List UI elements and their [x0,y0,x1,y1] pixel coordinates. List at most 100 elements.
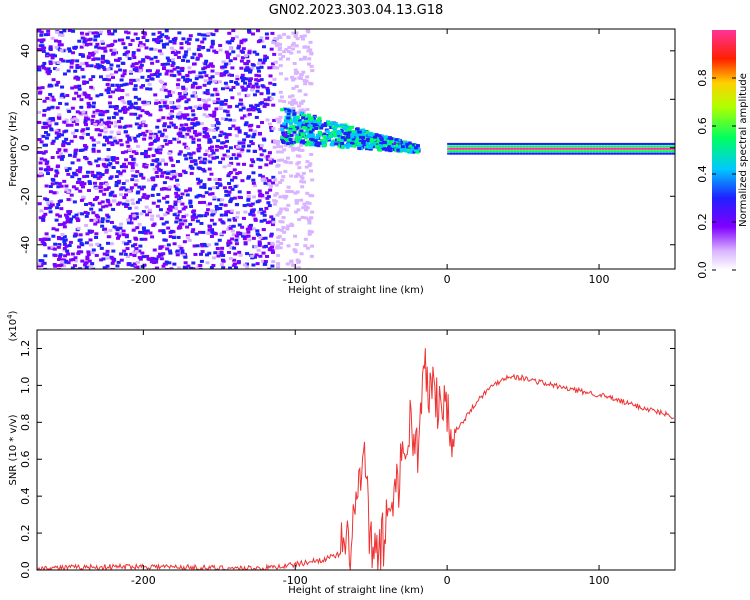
heatmap-cell [233,57,238,61]
heatmap-cell [48,92,53,96]
heatmap-cell [59,157,64,161]
heatmap-cell [43,168,48,172]
heatmap-cell [240,116,245,120]
heatmap-cell [164,29,169,33]
heatmap-cell [316,134,321,138]
heatmap-cell [553,142,559,145]
heatmap-cell [149,132,154,136]
heatmap-cell [57,33,62,37]
heatmap-cell [108,176,113,180]
heatmap-cell [510,150,516,153]
heatmap-cell [106,186,111,190]
heatmap-cell [241,88,246,92]
heatmap-cell [99,64,104,68]
heatmap-cell [104,204,109,208]
heatmap-cell [164,142,169,146]
heatmap-cell [88,201,93,205]
heatmap-cell [141,195,146,199]
heatmap-cell [413,148,418,152]
heatmap-cell [196,106,201,110]
heatmap-cell [70,59,75,63]
heatmap-cell [130,162,135,166]
heatmap-cell [66,252,71,256]
heatmap-cell [191,267,196,269]
heatmap-cell [52,54,57,58]
heatmap-cell [204,244,209,248]
heatmap-cell [592,145,598,148]
heatmap-cell [106,148,111,152]
heatmap-cell [243,123,248,127]
heatmap-cell [58,253,63,257]
heatmap-cell [139,44,144,48]
heatmap-cell [197,32,202,36]
heatmap-cell [154,101,159,105]
heatmap-cell [186,42,191,46]
heatmap-cell [95,63,100,67]
heatmap-cell [51,78,56,82]
heatmap-cell [214,89,219,93]
heatmap-cell [300,114,305,118]
heatmap-cell [489,145,495,148]
heatmap-cell [271,127,276,131]
heatmap-cell [308,40,313,44]
heatmap-cell [456,142,462,145]
heatmap-cell [225,53,230,57]
heatmap-cell [242,114,247,118]
heatmap-cell [350,135,355,139]
heatmap-cell [200,40,205,44]
heatmap-cell [202,134,207,138]
heatmap-cell [393,146,398,150]
colorbar-tick-label: 0.6 [696,117,709,135]
heatmap-cell [177,72,182,76]
heatmap-cell [70,266,75,269]
heatmap-cell [138,133,143,137]
heatmap-cell [171,236,176,240]
heatmap-cell [148,208,153,212]
heatmap-cell [175,253,180,257]
heatmap-cell [101,162,106,166]
heatmap-cell [162,196,167,200]
heatmap-cell [212,135,217,139]
heatmap-cell [110,267,115,269]
heatmap-cell [255,104,260,108]
heatmap-cell [298,108,303,112]
heatmap-cell [166,171,171,175]
heatmap-cell [84,241,89,245]
heatmap-cell [103,157,108,161]
heatmap-cell [326,121,331,125]
heatmap-cell [191,70,196,74]
heatmap-cell [238,253,243,257]
heatmap-cell [134,163,139,167]
heatmap-cell [232,175,237,179]
heatmap-cell [617,147,623,150]
heatmap-cell [284,77,289,81]
heatmap-cell [289,190,294,194]
heatmap-cell [39,150,44,154]
heatmap-cell [198,71,203,75]
heatmap-cell [239,41,244,45]
heatmap-cell [131,202,136,206]
heatmap-cell [635,145,641,148]
heatmap-cell [284,160,289,164]
heatmap-cell [181,128,186,132]
heatmap-cell [57,243,62,247]
heatmap-cell [225,86,230,90]
heatmap-cell [169,100,174,104]
heatmap-cell [215,126,220,130]
heatmap-cell [38,238,43,242]
heatmap-cell [72,46,77,50]
heatmap-cell [251,181,256,185]
heatmap-cell [74,148,79,152]
heatmap-cell [541,147,547,150]
heatmap-cell [350,139,355,143]
heatmap-cell [310,121,315,125]
heatmap-cell [55,150,60,154]
heatmap-cell [124,233,129,237]
heatmap-cell [659,145,665,148]
heatmap-cell [450,147,456,150]
heatmap-cell [247,108,252,112]
heatmap-cell [605,147,611,150]
heatmap-cell [219,72,224,76]
heatmap-cell [159,39,164,43]
